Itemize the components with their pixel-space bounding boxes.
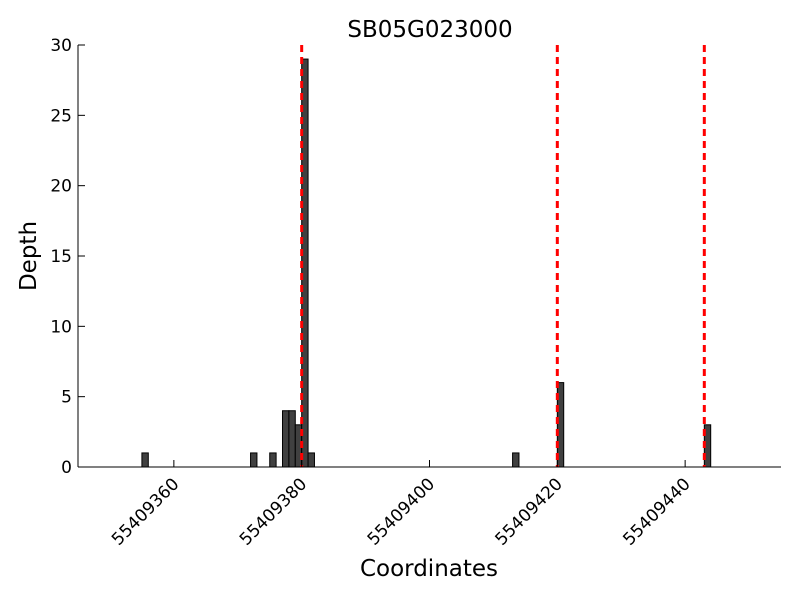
bar-0 (141, 452, 149, 468)
y-tick-label-3: 15 (50, 247, 72, 267)
y-tick-label-0: 0 (61, 458, 72, 478)
y-tick-label-1: 5 (61, 388, 72, 408)
bar-3 (282, 410, 290, 468)
markers-layer (300, 45, 706, 467)
x-tick-label-1: 55409380 (236, 474, 311, 549)
chart-title: SB05G023000 (347, 17, 512, 43)
x-tick-label-2: 55409400 (364, 474, 439, 549)
x-tick-label-3: 55409420 (492, 474, 567, 549)
y-tick-label-2: 10 (50, 317, 72, 337)
x-axis-label: Coordinates (360, 556, 498, 582)
bar-8 (512, 452, 520, 468)
bar-1 (250, 452, 258, 468)
bar-7 (307, 452, 315, 468)
bars-layer (141, 58, 712, 468)
y-axis-label: Depth (16, 221, 42, 291)
y-tick-label-4: 20 (50, 177, 72, 197)
x-tick-label-0: 55409360 (108, 474, 183, 549)
x-tick-label-4: 55409440 (619, 474, 694, 549)
y-tick-label-5: 25 (50, 106, 72, 126)
y-tick-label-6: 30 (50, 36, 72, 56)
bar-4 (288, 410, 296, 468)
bar-2 (269, 452, 277, 468)
axes-layer: 0 5 10 15 20 25 30 55409360 55409380 55409400 5540… (50, 36, 781, 550)
